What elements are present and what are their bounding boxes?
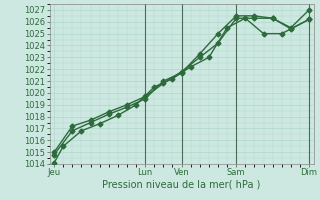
- X-axis label: Pression niveau de la mer( hPa ): Pression niveau de la mer( hPa ): [102, 180, 261, 190]
